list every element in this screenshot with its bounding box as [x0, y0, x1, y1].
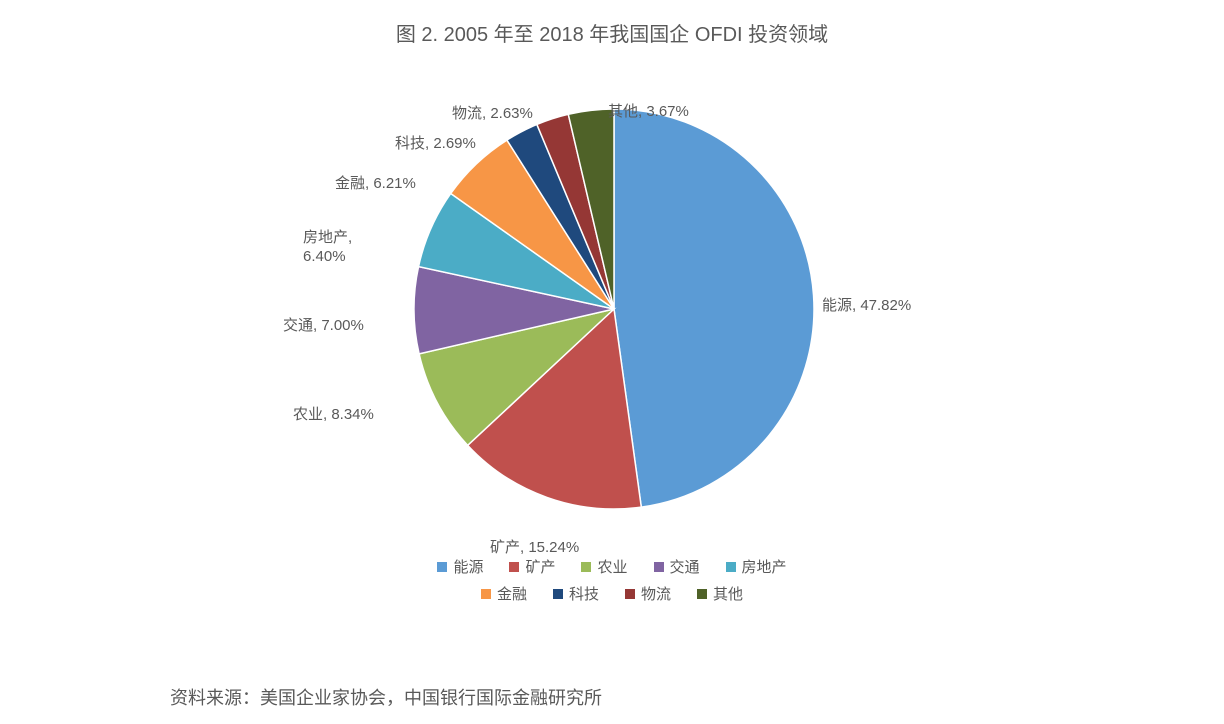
source-text: 资料来源：美国企业家协会，中国银行国际金融研究所 — [170, 684, 602, 710]
legend-item-房地产: 房地产 — [726, 556, 787, 577]
legend-label: 房地产 — [742, 556, 787, 577]
legend-swatch-icon — [726, 562, 736, 572]
pie-slice-能源 — [614, 109, 814, 507]
slice-label-其他: 其他, 3.67% — [608, 103, 689, 122]
legend-label: 物流 — [641, 583, 671, 604]
legend-swatch-icon — [625, 589, 635, 599]
legend-label: 交通 — [670, 556, 700, 577]
chart-title: 图 2. 2005 年至 2018 年我国国企 OFDI 投资领域 — [0, 0, 1224, 47]
slice-label-金融: 金融, 6.21% — [335, 175, 416, 194]
legend-swatch-icon — [437, 562, 447, 572]
pie-chart — [412, 107, 816, 511]
legend: 能源 矿产 农业 交通 房地产金融 科技 物流 其他 — [0, 556, 1224, 604]
legend-swatch-icon — [553, 589, 563, 599]
slice-label-物流: 物流, 2.63% — [452, 105, 533, 124]
legend-label: 矿产 — [525, 556, 555, 577]
legend-row: 金融 科技 物流 其他 — [481, 583, 743, 604]
legend-item-物流: 物流 — [625, 583, 671, 604]
legend-item-矿产: 矿产 — [509, 556, 555, 577]
legend-item-能源: 能源 — [437, 556, 483, 577]
legend-item-金融: 金融 — [481, 583, 527, 604]
legend-swatch-icon — [509, 562, 519, 572]
legend-label: 金融 — [497, 583, 527, 604]
legend-item-农业: 农业 — [581, 556, 627, 577]
legend-label: 科技 — [569, 583, 599, 604]
slice-label-矿产: 矿产, 15.24% — [490, 539, 579, 558]
legend-label: 农业 — [597, 556, 627, 577]
slice-label-科技: 科技, 2.69% — [395, 135, 476, 154]
legend-label: 其他 — [713, 583, 743, 604]
legend-label: 能源 — [453, 556, 483, 577]
legend-swatch-icon — [654, 562, 664, 572]
legend-swatch-icon — [697, 589, 707, 599]
slice-label-能源: 能源, 47.82% — [822, 297, 911, 316]
slice-label-农业: 农业, 8.34% — [293, 406, 374, 425]
legend-item-其他: 其他 — [697, 583, 743, 604]
legend-swatch-icon — [481, 589, 491, 599]
legend-swatch-icon — [581, 562, 591, 572]
legend-row: 能源 矿产 农业 交通 房地产 — [437, 556, 786, 577]
legend-item-科技: 科技 — [553, 583, 599, 604]
legend-item-交通: 交通 — [654, 556, 700, 577]
chart-area: 能源, 47.82% 矿产, 15.24% 农业, 8.34% 交通, 7.00% 房地… — [0, 47, 1224, 607]
slice-label-交通: 交通, 7.00% — [283, 317, 364, 336]
slice-label-房地产: 房地产,6.40% — [303, 229, 352, 267]
